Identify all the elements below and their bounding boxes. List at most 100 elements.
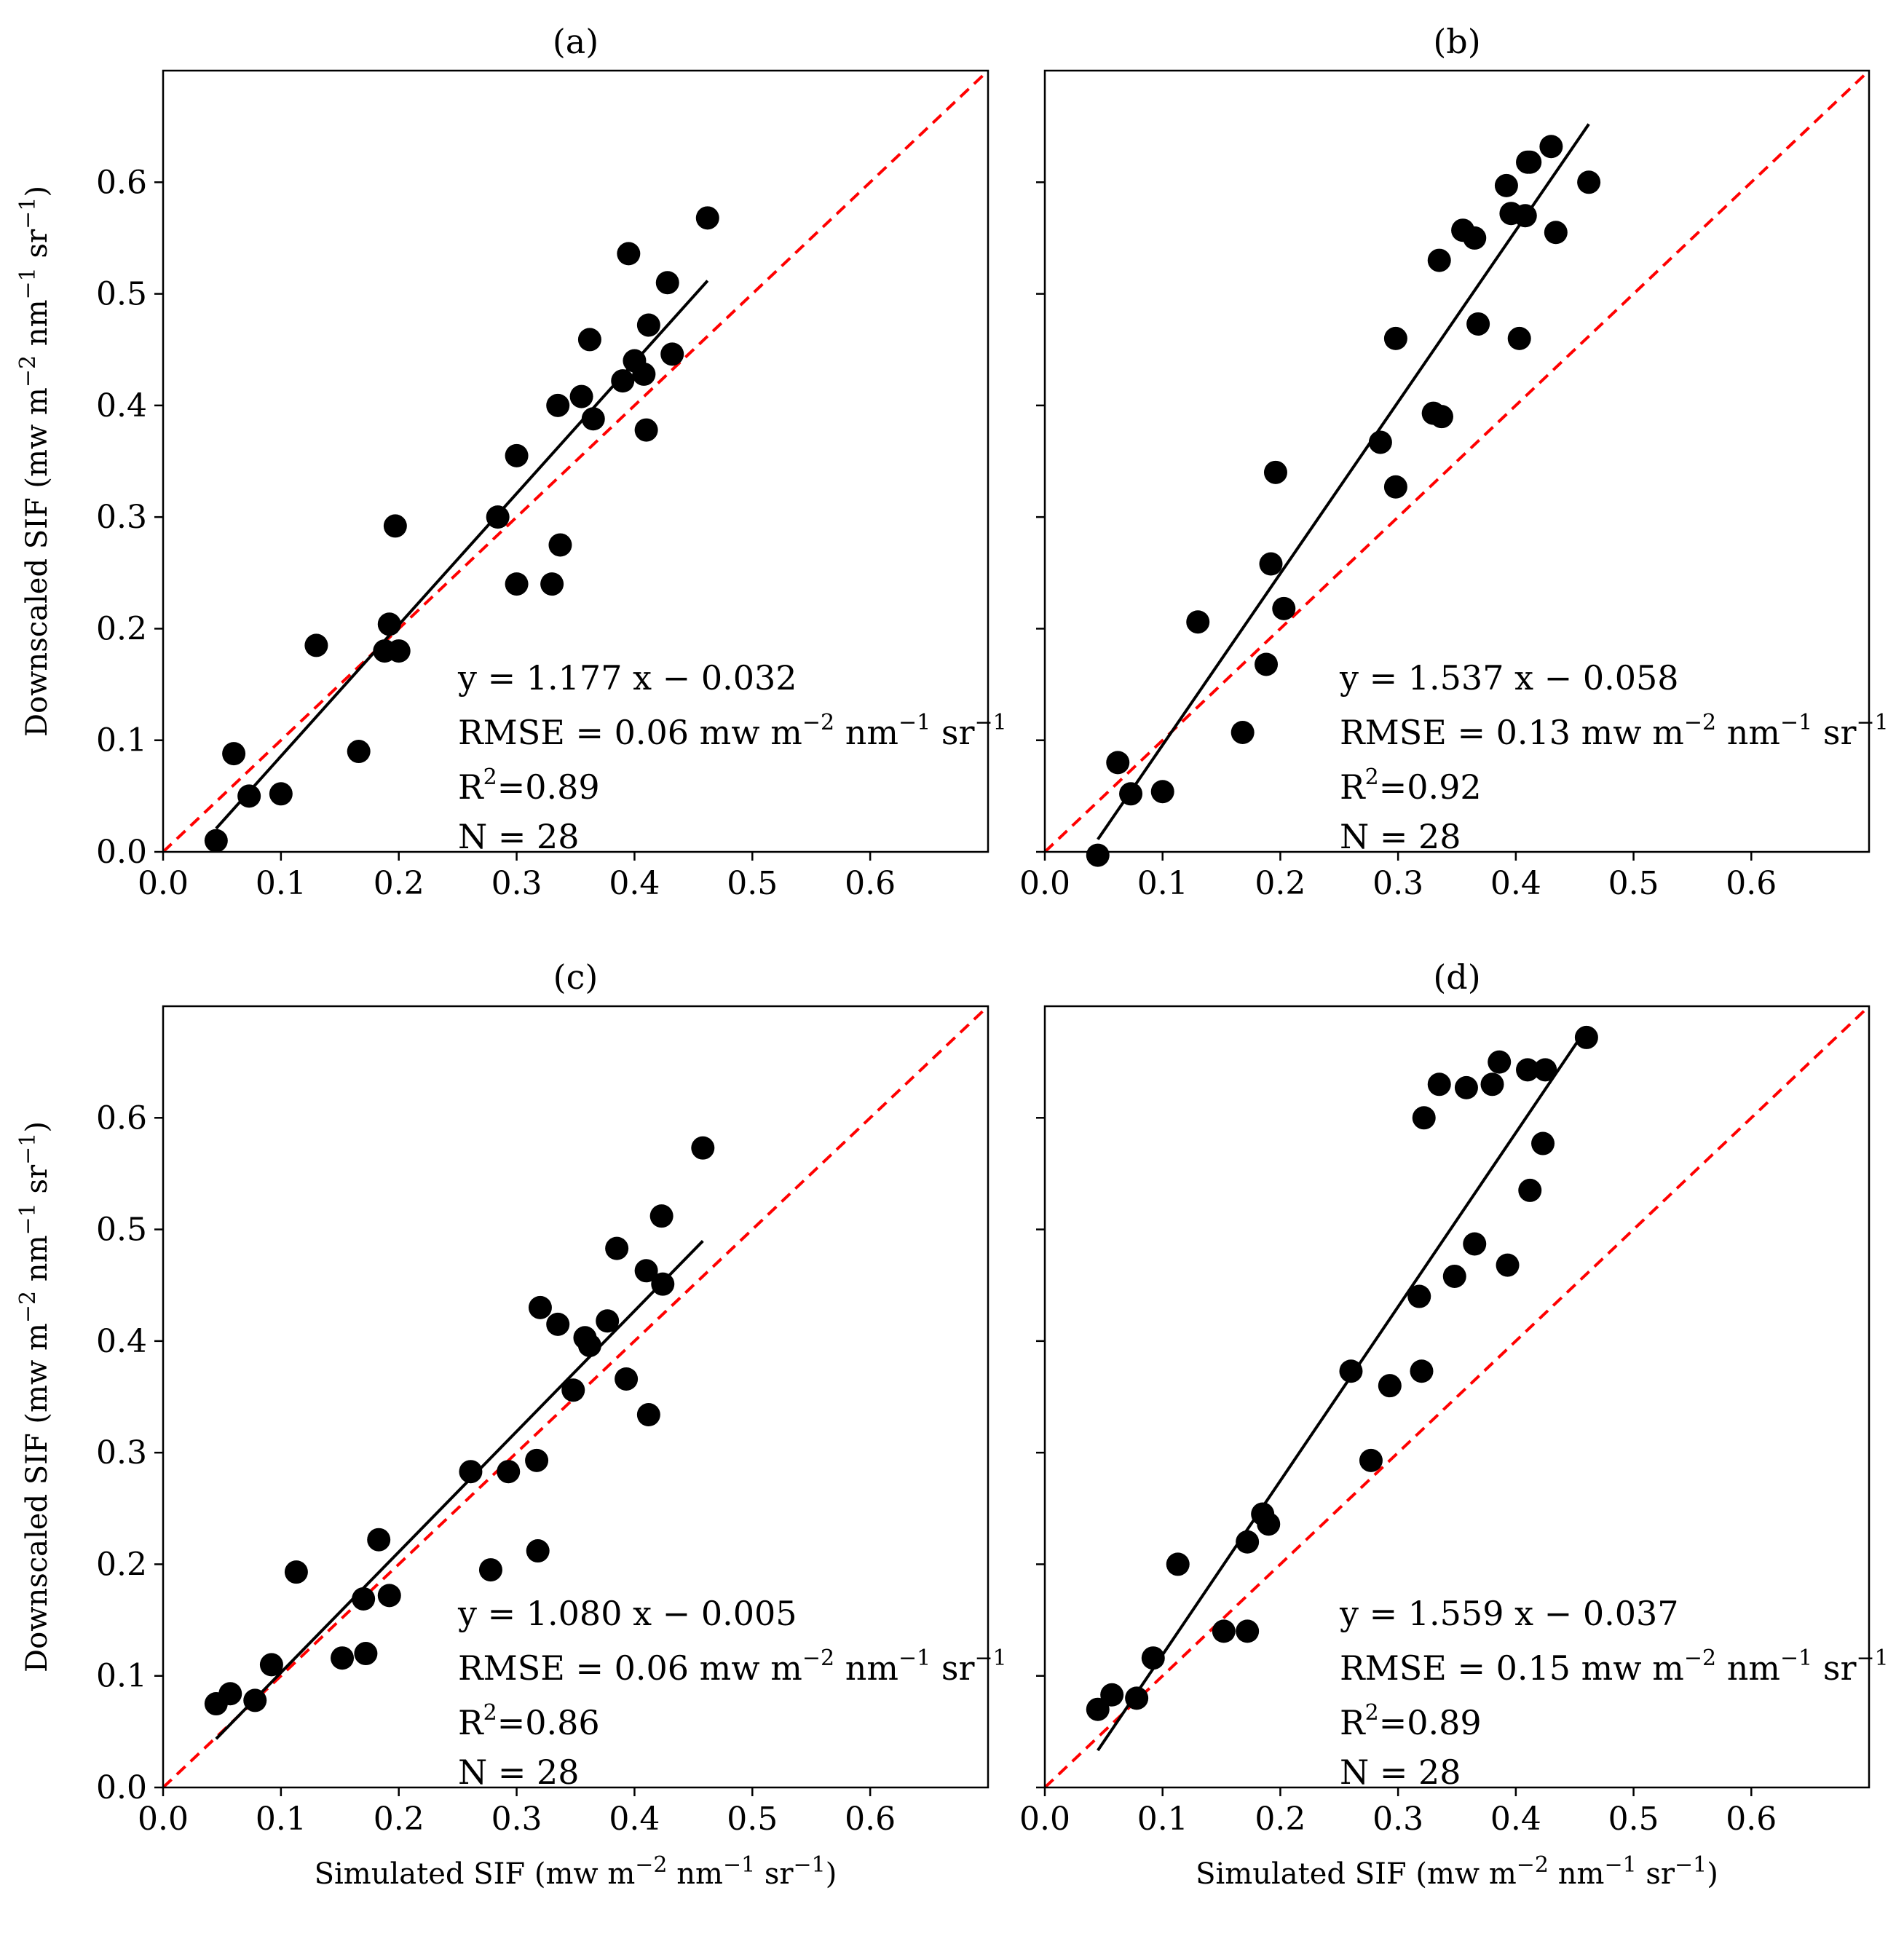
x-tick-label: 0.3 bbox=[491, 1801, 542, 1838]
chart-panel-2: 0.0 0.1 0.2 0.3 0.4 0.5 0.6 (b) y = 1.537 x − 0.… bbox=[1019, 22, 1889, 902]
y-tick-label: 0.1 bbox=[96, 1658, 147, 1695]
data-point bbox=[548, 533, 572, 557]
x-tick-label: 0.6 bbox=[845, 865, 896, 902]
data-point bbox=[1516, 150, 1540, 174]
data-point bbox=[1463, 1232, 1487, 1256]
data-point bbox=[1427, 248, 1451, 272]
y-tick-label: 0.6 bbox=[96, 1099, 147, 1137]
y-tick-label: 0.4 bbox=[96, 387, 147, 424]
data-point bbox=[540, 572, 564, 596]
panel-title: (a) bbox=[553, 22, 599, 61]
x-tick-label: 0.3 bbox=[1372, 1801, 1423, 1838]
data-point bbox=[1429, 405, 1453, 429]
data-point bbox=[634, 418, 658, 442]
data-point bbox=[1106, 751, 1130, 775]
data-point bbox=[1236, 1619, 1260, 1643]
y-tick-label: 0.2 bbox=[96, 610, 147, 647]
x-tick-label: 0.2 bbox=[1255, 865, 1305, 902]
data-point bbox=[1186, 610, 1210, 634]
data-point bbox=[1533, 1058, 1557, 1082]
data-point bbox=[525, 1448, 549, 1472]
data-point bbox=[569, 384, 593, 408]
data-point bbox=[1086, 1697, 1110, 1721]
data-point bbox=[1368, 430, 1392, 454]
data-point bbox=[367, 1528, 391, 1552]
x-axis-label: Simulated SIF (mw m−2 nm−1 sr−1) bbox=[315, 1852, 837, 1891]
data-point bbox=[459, 1460, 483, 1484]
x-tick-label: 0.4 bbox=[1490, 865, 1541, 902]
data-point bbox=[605, 1236, 629, 1260]
data-point bbox=[1255, 652, 1279, 676]
x-tick-label: 0.6 bbox=[1726, 865, 1777, 902]
data-point bbox=[1463, 226, 1487, 250]
data-point bbox=[1359, 1448, 1383, 1472]
data-point bbox=[660, 342, 684, 366]
data-point bbox=[577, 328, 601, 352]
data-point bbox=[636, 1403, 660, 1427]
regression-line bbox=[1097, 1027, 1588, 1752]
fit-equation: y = 1.080 x − 0.005 bbox=[457, 1594, 797, 1633]
data-point bbox=[655, 271, 679, 295]
data-point bbox=[577, 1333, 601, 1357]
data-point bbox=[615, 1367, 639, 1391]
data-point bbox=[383, 514, 407, 538]
x-tick-label: 0.5 bbox=[1608, 1801, 1659, 1838]
data-point bbox=[222, 742, 246, 766]
data-point bbox=[691, 1136, 715, 1160]
data-point bbox=[259, 1653, 283, 1677]
data-point bbox=[528, 1295, 552, 1319]
data-point bbox=[269, 782, 293, 806]
data-point bbox=[1577, 170, 1601, 194]
data-point bbox=[1574, 1025, 1598, 1049]
data-point bbox=[1544, 221, 1568, 245]
x-tick-label: 0.0 bbox=[138, 865, 189, 902]
r-squared-text: R2=0.89 bbox=[1340, 1700, 1482, 1742]
data-point bbox=[1383, 326, 1407, 350]
y-tick-label: 0.6 bbox=[96, 164, 147, 201]
data-point bbox=[331, 1646, 355, 1670]
y-axis-label: Downscaled SIF (mw m−2 nm−1 sr−1) bbox=[15, 1121, 54, 1672]
y-tick-label: 0.0 bbox=[96, 834, 147, 871]
fit-equation: y = 1.559 x − 0.037 bbox=[1339, 1594, 1679, 1633]
x-tick-label: 0.4 bbox=[609, 865, 660, 902]
r-squared-text: R2=0.86 bbox=[458, 1700, 600, 1742]
x-tick-label: 0.3 bbox=[491, 865, 542, 902]
data-point bbox=[1212, 1619, 1236, 1643]
x-tick-label: 0.0 bbox=[138, 1801, 189, 1838]
data-point bbox=[1383, 475, 1407, 499]
data-point bbox=[1263, 460, 1287, 484]
y-tick-label: 0.4 bbox=[96, 1323, 147, 1360]
data-point bbox=[1141, 1646, 1165, 1670]
data-point bbox=[1496, 1253, 1520, 1277]
x-axis-label: Simulated SIF (mw m−2 nm−1 sr−1) bbox=[1196, 1852, 1718, 1891]
data-point bbox=[377, 1584, 401, 1608]
data-point bbox=[1518, 1178, 1542, 1202]
x-tick-label: 0.5 bbox=[727, 1801, 778, 1838]
chart-panel-1: 0.0 0.1 0.2 0.3 0.4 0.5 0.6 0.0 0.1 0.2 0.3 0.4 0.5 0… bbox=[15, 22, 1007, 902]
data-point bbox=[1257, 1512, 1281, 1536]
data-point bbox=[218, 1682, 242, 1706]
data-point bbox=[284, 1560, 308, 1584]
x-tick-label: 0.5 bbox=[1608, 865, 1659, 902]
sample-count: N = 28 bbox=[1340, 817, 1461, 856]
y-tick-label: 0.0 bbox=[96, 1769, 147, 1806]
data-point bbox=[1531, 1131, 1555, 1155]
data-point bbox=[546, 393, 570, 417]
x-tick-label: 0.1 bbox=[1137, 865, 1188, 902]
data-point bbox=[1507, 326, 1531, 350]
data-point bbox=[1494, 173, 1518, 197]
data-point bbox=[1488, 1050, 1512, 1074]
data-point bbox=[649, 1204, 673, 1228]
y-tick-label: 0.1 bbox=[96, 722, 147, 759]
data-point bbox=[617, 242, 641, 266]
y-tick-label: 0.5 bbox=[96, 1212, 147, 1249]
chart-panel-3: 0.0 0.1 0.2 0.3 0.4 0.5 0.6 0.0 0.1 0.2 0.3 0.4 0.5 0… bbox=[15, 957, 1007, 1891]
y-tick-label: 0.5 bbox=[96, 276, 147, 313]
scatter-points bbox=[204, 1136, 715, 1716]
x-tick-label: 0.2 bbox=[374, 865, 424, 902]
y-tick-label: 0.2 bbox=[96, 1546, 147, 1583]
plot-frame bbox=[162, 1005, 989, 1789]
regression-line bbox=[215, 1240, 704, 1740]
sample-count: N = 28 bbox=[458, 1753, 580, 1792]
